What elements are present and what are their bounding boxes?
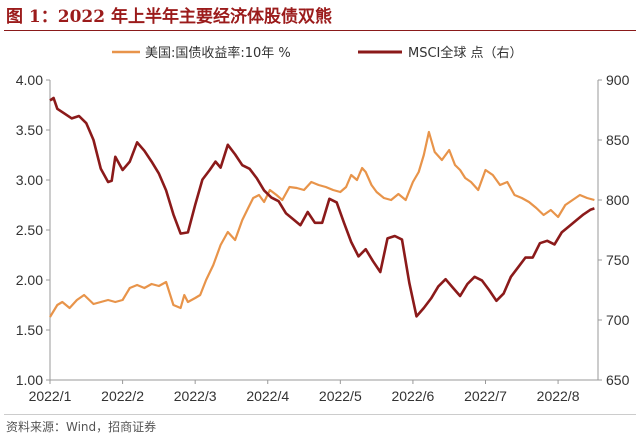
line-chart: 1.00 1.50 2.00 2.50 3.00 3.50 4.00 650 700 750 800…: [16, 45, 630, 404]
y-left-tick-label: 1.00: [16, 372, 43, 388]
msci-global-line: [49, 96, 595, 318]
figure-title: 图 1：2022 年上半年主要经济体股债双熊: [6, 7, 332, 27]
x-tick-label: 2022/6: [391, 388, 434, 404]
source-divider: [4, 414, 636, 415]
y-left-tick-label: 2.00: [16, 272, 43, 288]
source-note: 资料来源：Wind，招商证券: [6, 420, 157, 434]
x-tick-label: 2022/3: [174, 388, 217, 404]
x-tick-label: 2022/8: [537, 388, 580, 404]
series-layer: [49, 96, 595, 318]
y-right-tick-label: 750: [606, 252, 630, 268]
chart-axes: 1.00 1.50 2.00 2.50 3.00 3.50 4.00 650 700 750 800…: [16, 72, 630, 404]
y-left-tick-label: 3.00: [16, 172, 43, 188]
x-tick-label: 2022/5: [319, 388, 362, 404]
chart-legend: 美国:国债收益率:10年 % MSCI全球 点（右）: [112, 45, 523, 61]
title-divider: [4, 30, 636, 31]
y-left-tick-label: 3.50: [16, 122, 43, 138]
x-tick-label: 2022/7: [464, 388, 507, 404]
us-treasury-10y-line: [49, 130, 595, 318]
x-tick-label: 2022/1: [29, 388, 72, 404]
y-right-tick-label: 900: [606, 72, 630, 88]
y-left-tick-label: 2.50: [16, 222, 43, 238]
y-right-tick-label: 700: [606, 312, 630, 328]
y-left-tick-label: 1.50: [16, 322, 43, 338]
y-right-tick-label: 850: [606, 132, 630, 148]
x-tick-label: 2022/4: [246, 388, 289, 404]
y-left-tick-label: 4.00: [16, 72, 43, 88]
x-tick-label: 2022/2: [101, 388, 144, 404]
y-right-tick-label: 650: [606, 372, 630, 388]
legend-label-msci: MSCI全球 点（右）: [408, 45, 523, 61]
y-right-tick-label: 800: [606, 192, 630, 208]
legend-label-treasury: 美国:国债收益率:10年 %: [145, 45, 291, 61]
